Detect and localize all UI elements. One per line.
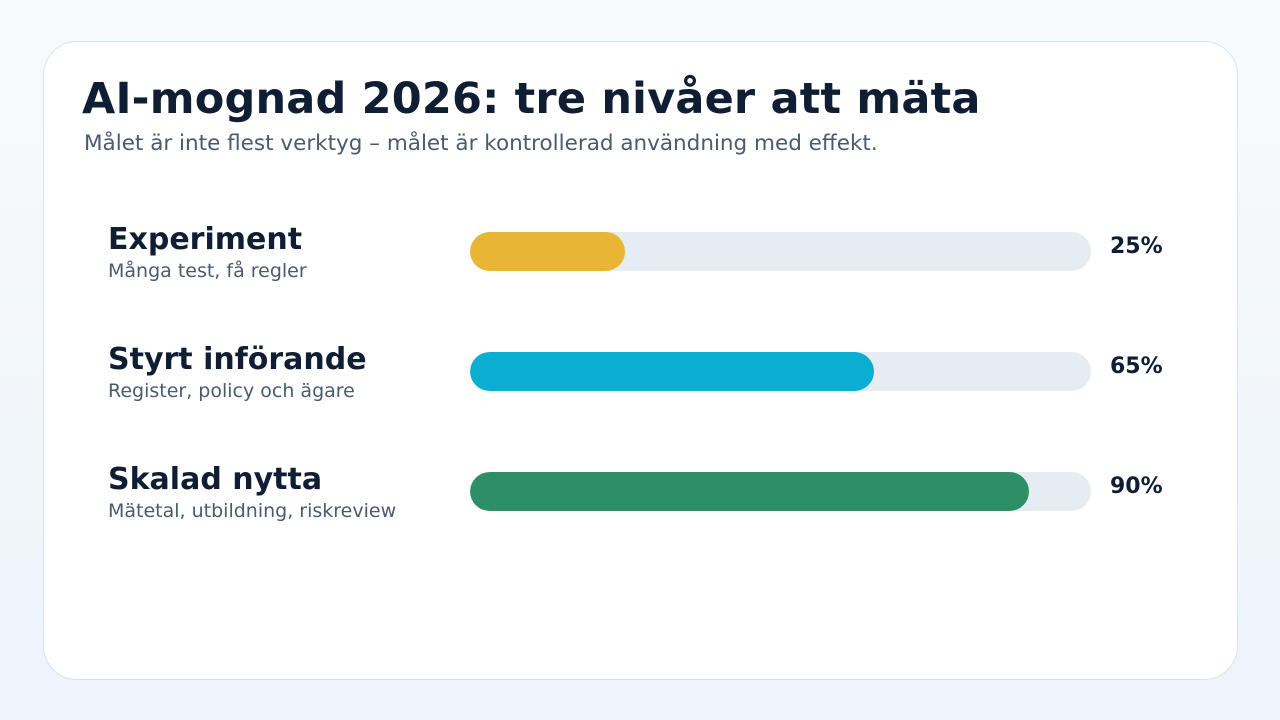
bar-fill: [470, 352, 874, 391]
bar-row-experiment: Experiment Många test, få regler 25%: [0, 222, 1280, 312]
bar-description: Register, policy och ägare: [108, 380, 355, 402]
bar-fill: [470, 472, 1029, 511]
bar-label: Skalad nytta: [108, 462, 323, 497]
bar-track: [470, 472, 1091, 511]
bar-fill: [470, 232, 626, 271]
bar-description: Mätetal, utbildning, riskreview: [108, 500, 397, 522]
bar-row-styrt-inforande: Styrt införande Register, policy och äga…: [0, 342, 1280, 432]
slide-title: AI-mognad 2026: tre nivåer att mäta: [82, 74, 981, 124]
bar-value-label: 25%: [1110, 234, 1163, 259]
bar-track: [470, 232, 1091, 271]
bar-row-skalad-nytta: Skalad nytta Mätetal, utbildning, riskre…: [0, 462, 1280, 552]
bar-track: [470, 352, 1091, 391]
bar-label: Experiment: [108, 222, 303, 257]
bar-description: Många test, få regler: [108, 260, 307, 282]
bar-label: Styrt införande: [108, 342, 367, 377]
bar-value-label: 90%: [1110, 474, 1163, 499]
slide-subtitle: Målet är inte flest verktyg – målet är k…: [84, 131, 878, 156]
bar-value-label: 65%: [1110, 354, 1163, 379]
